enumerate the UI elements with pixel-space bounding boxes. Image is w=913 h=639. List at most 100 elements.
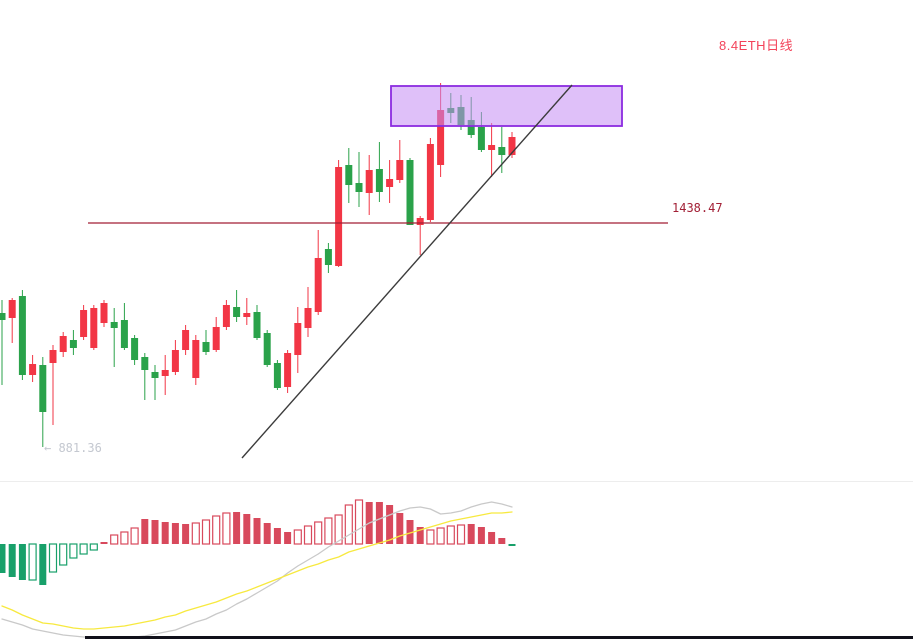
candle-body-down xyxy=(324,249,332,265)
candle-body-up xyxy=(8,300,16,318)
candle-body-down xyxy=(18,296,26,375)
candle-body-down xyxy=(477,127,485,150)
macd-histogram-bar-up xyxy=(375,502,383,544)
low-price-label: ← 881.36 xyxy=(44,441,102,455)
macd-histogram-bar-up xyxy=(426,529,435,545)
macd-histogram-bar-up xyxy=(498,538,506,544)
candle-body-down xyxy=(273,363,281,388)
candle-body-down xyxy=(110,322,118,328)
candle-body-down xyxy=(253,312,261,338)
macd-histogram-bar-up xyxy=(120,531,129,545)
candle-body-down xyxy=(406,160,414,225)
macd-histogram-bar-up xyxy=(477,527,485,544)
macd-histogram-bar-down xyxy=(28,543,37,581)
macd-histogram-bar-down xyxy=(0,544,6,573)
candle-body-down xyxy=(0,313,6,320)
candle-body-up xyxy=(396,160,404,180)
macd-histogram-bar-up xyxy=(110,534,119,545)
macd-histogram-bar-up xyxy=(293,529,302,545)
ascending-trendline xyxy=(241,84,573,459)
candle-body-up xyxy=(314,258,322,312)
candle-body-up xyxy=(508,137,516,155)
macd-histogram-bar-up xyxy=(344,504,353,545)
macd-histogram-bar-up xyxy=(396,513,404,544)
candle-body-up xyxy=(243,313,251,317)
candle-body-down xyxy=(233,307,241,317)
macd-histogram-bar-down xyxy=(79,543,88,555)
candle-body-up xyxy=(182,330,190,350)
candle-body-down xyxy=(345,165,353,185)
macd-histogram-bar-up xyxy=(130,527,139,545)
candle-body-down xyxy=(39,365,47,412)
candle-body-down xyxy=(263,333,271,365)
macd-histogram-bar-down xyxy=(508,544,516,546)
macd-histogram-bar-up xyxy=(467,524,475,544)
macd-histogram-bar-up xyxy=(182,524,190,544)
candle-body-down xyxy=(498,147,506,155)
macd-histogram-bar-up xyxy=(191,522,200,545)
candle-body-up xyxy=(29,364,37,375)
candle-body-up xyxy=(284,353,292,387)
candle-body-down xyxy=(141,357,149,370)
macd-dea-line xyxy=(1,511,513,630)
candle-body-up xyxy=(437,110,445,165)
macd-histogram-bar-down xyxy=(48,543,58,573)
macd-histogram-bar-up xyxy=(314,521,323,545)
macd-histogram-bar-up xyxy=(456,524,466,545)
macd-histogram-bar-up xyxy=(212,515,221,545)
chart-title: 8.4ETH日线 xyxy=(719,38,794,53)
macd-histogram-bar-up xyxy=(243,514,251,544)
macd-histogram-bar-up xyxy=(253,518,261,544)
macd-histogram-bar-up xyxy=(334,514,343,545)
candle-body-up xyxy=(59,336,67,352)
macd-histogram-bar-down xyxy=(59,543,68,566)
macd-histogram-bar-up xyxy=(303,525,313,545)
macd-histogram-bar-up xyxy=(406,520,414,544)
candle-body-up xyxy=(488,145,496,150)
macd-histogram-bar-up xyxy=(416,527,424,544)
candle-body-up xyxy=(80,310,88,337)
candle-body-up xyxy=(212,327,220,350)
candle-body-up xyxy=(365,170,373,193)
macd-histogram-bar-up xyxy=(273,528,281,544)
macd-histogram-bar-up xyxy=(171,523,179,544)
macd-histogram-bar-up xyxy=(446,525,455,545)
bottom-edge-bar xyxy=(85,636,913,639)
candle-body-down xyxy=(69,340,77,348)
candle-body-up xyxy=(49,350,57,363)
macd-histogram-bar-down xyxy=(18,544,26,580)
candle-body-down xyxy=(151,372,159,378)
candle-body-up xyxy=(90,308,98,348)
candle-body-up xyxy=(304,308,312,328)
macd-histogram-bar-up xyxy=(201,519,211,545)
candle-body-up xyxy=(386,179,394,187)
macd-histogram-bar-up xyxy=(324,517,333,545)
candle-body-down xyxy=(131,338,139,360)
candle-body-down xyxy=(202,342,210,352)
macd-histogram-bar-up xyxy=(436,527,445,545)
candle-body-up xyxy=(222,305,230,327)
macd-histogram-bar-up xyxy=(151,520,159,544)
macd-histogram-bar-down xyxy=(89,543,98,551)
supply-zone-box xyxy=(390,85,623,127)
macd-histogram-bar-up xyxy=(488,532,496,544)
macd-histogram-bar-up xyxy=(141,519,149,544)
candle-body-down xyxy=(355,183,363,192)
macd-histogram-bar-up xyxy=(284,532,292,544)
candle-body-up xyxy=(192,340,200,378)
macd-histogram-bar-up xyxy=(161,522,169,544)
candle-body-up xyxy=(335,167,343,266)
candle-body-down xyxy=(375,169,383,192)
macd-histogram-bar-up xyxy=(100,542,108,544)
candle-body-up xyxy=(294,323,302,355)
macd-histogram-bar-down xyxy=(69,543,78,559)
macd-histogram-bar-down xyxy=(8,544,16,577)
candle-body-down xyxy=(467,120,475,135)
macd-histogram-bar-up xyxy=(263,523,271,544)
macd-histogram-bar-down xyxy=(39,544,47,585)
candle-body-up xyxy=(426,144,434,220)
candle-body-down xyxy=(120,320,128,348)
candle-body-up xyxy=(100,303,108,323)
